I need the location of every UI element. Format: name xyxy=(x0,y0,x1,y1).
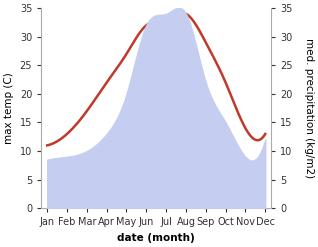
Y-axis label: med. precipitation (kg/m2): med. precipitation (kg/m2) xyxy=(304,38,314,178)
Y-axis label: max temp (C): max temp (C) xyxy=(4,72,14,144)
X-axis label: date (month): date (month) xyxy=(117,233,195,243)
